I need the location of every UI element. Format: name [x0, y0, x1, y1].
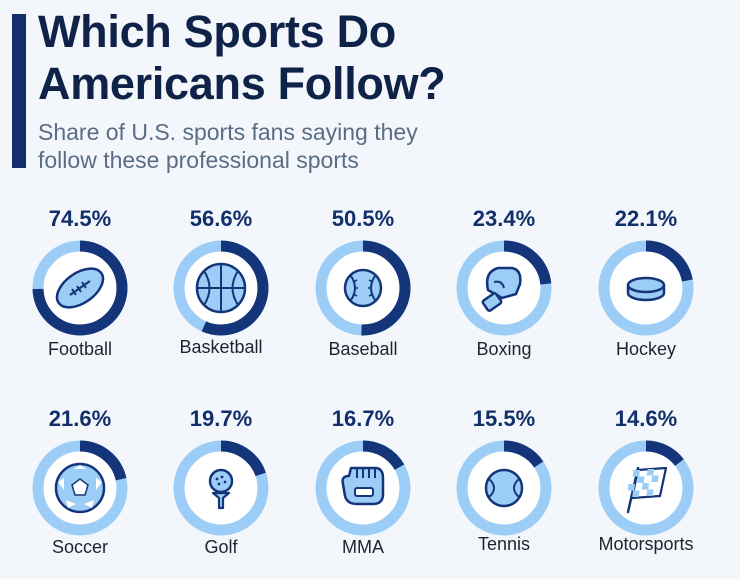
value-label: 74.5% — [48, 206, 112, 231]
category-label: Basketball — [179, 337, 263, 357]
donut-item: 14.6% Motorsports — [576, 406, 716, 576]
donut-ring — [315, 440, 411, 536]
donut-segment — [598, 440, 694, 536]
category-label: Motorsports — [598, 534, 694, 554]
donut-segment — [173, 440, 269, 536]
value-label: 56.6% — [189, 206, 253, 231]
category-label: Baseball — [328, 339, 398, 359]
donut-ring — [315, 240, 411, 336]
donut-segment — [456, 440, 552, 536]
donut-item: 16.7% MMA — [293, 406, 433, 576]
donut-segment — [315, 440, 411, 536]
donut-item: 19.7% Golf — [151, 406, 291, 576]
title-line-2: Americans Follow? — [38, 58, 446, 109]
chart-title: Which Sports Do Americans Follow? — [38, 6, 446, 110]
baseball-icon — [343, 268, 383, 308]
category-label: Football — [47, 339, 113, 359]
category-label: MMA — [342, 537, 384, 557]
donut-item: 15.5% Tennis — [434, 406, 574, 576]
accent-bar — [12, 14, 26, 168]
category-label: Golf — [204, 537, 238, 557]
donut-item: 21.6% Soccer — [10, 406, 150, 576]
donut-ring — [598, 240, 694, 336]
mma-glove-icon — [341, 466, 385, 506]
value-label: 22.1% — [614, 206, 678, 231]
donut-ring — [456, 240, 552, 336]
donut-ring — [173, 240, 269, 336]
value-label: 21.6% — [48, 406, 112, 431]
value-label: 19.7% — [189, 406, 253, 431]
donut-ring — [456, 440, 552, 536]
category-label: Tennis — [477, 534, 531, 554]
basketball-icon — [195, 262, 247, 314]
category-label: Boxing — [476, 339, 532, 359]
donut-segment — [173, 240, 269, 336]
donut-item: 56.6% Basketball — [151, 206, 291, 376]
value-label: 16.7% — [331, 406, 395, 431]
donut-segment — [32, 440, 128, 536]
category-label: Hockey — [615, 339, 677, 359]
football-icon — [55, 267, 105, 309]
subtitle-line-2: follow these professional sports — [38, 147, 359, 173]
boxing-glove-icon — [481, 266, 522, 312]
value-label: 15.5% — [472, 406, 536, 431]
donut-ring — [32, 440, 128, 536]
soccer-ball-icon — [54, 462, 106, 514]
golf-ball-icon — [208, 468, 234, 510]
value-label: 14.6% — [614, 406, 678, 431]
donut-ring — [32, 240, 128, 336]
category-label: Soccer — [51, 537, 109, 557]
checkered-flag-icon — [626, 466, 668, 514]
tennis-ball-icon — [484, 468, 524, 508]
donut-segment — [315, 240, 411, 336]
donut-ring — [598, 440, 694, 536]
chart-subtitle: Share of U.S. sports fans saying they fol… — [38, 118, 478, 174]
title-line-1: Which Sports Do — [38, 6, 396, 57]
subtitle-line-1: Share of U.S. sports fans saying they — [38, 119, 418, 145]
value-label: 50.5% — [331, 206, 395, 231]
donut-item: 50.5% Baseball — [293, 206, 433, 376]
hockey-puck-icon — [626, 276, 666, 302]
donut-item: 74.5% Football — [10, 206, 150, 376]
donut-ring — [173, 440, 269, 536]
donut-item: 23.4% Boxing — [434, 206, 574, 376]
value-label: 23.4% — [472, 206, 536, 231]
donut-item: 22.1% Hockey — [576, 206, 716, 376]
donut-segment — [456, 240, 552, 336]
donut-segment — [598, 240, 694, 336]
donut-segment — [32, 240, 128, 336]
